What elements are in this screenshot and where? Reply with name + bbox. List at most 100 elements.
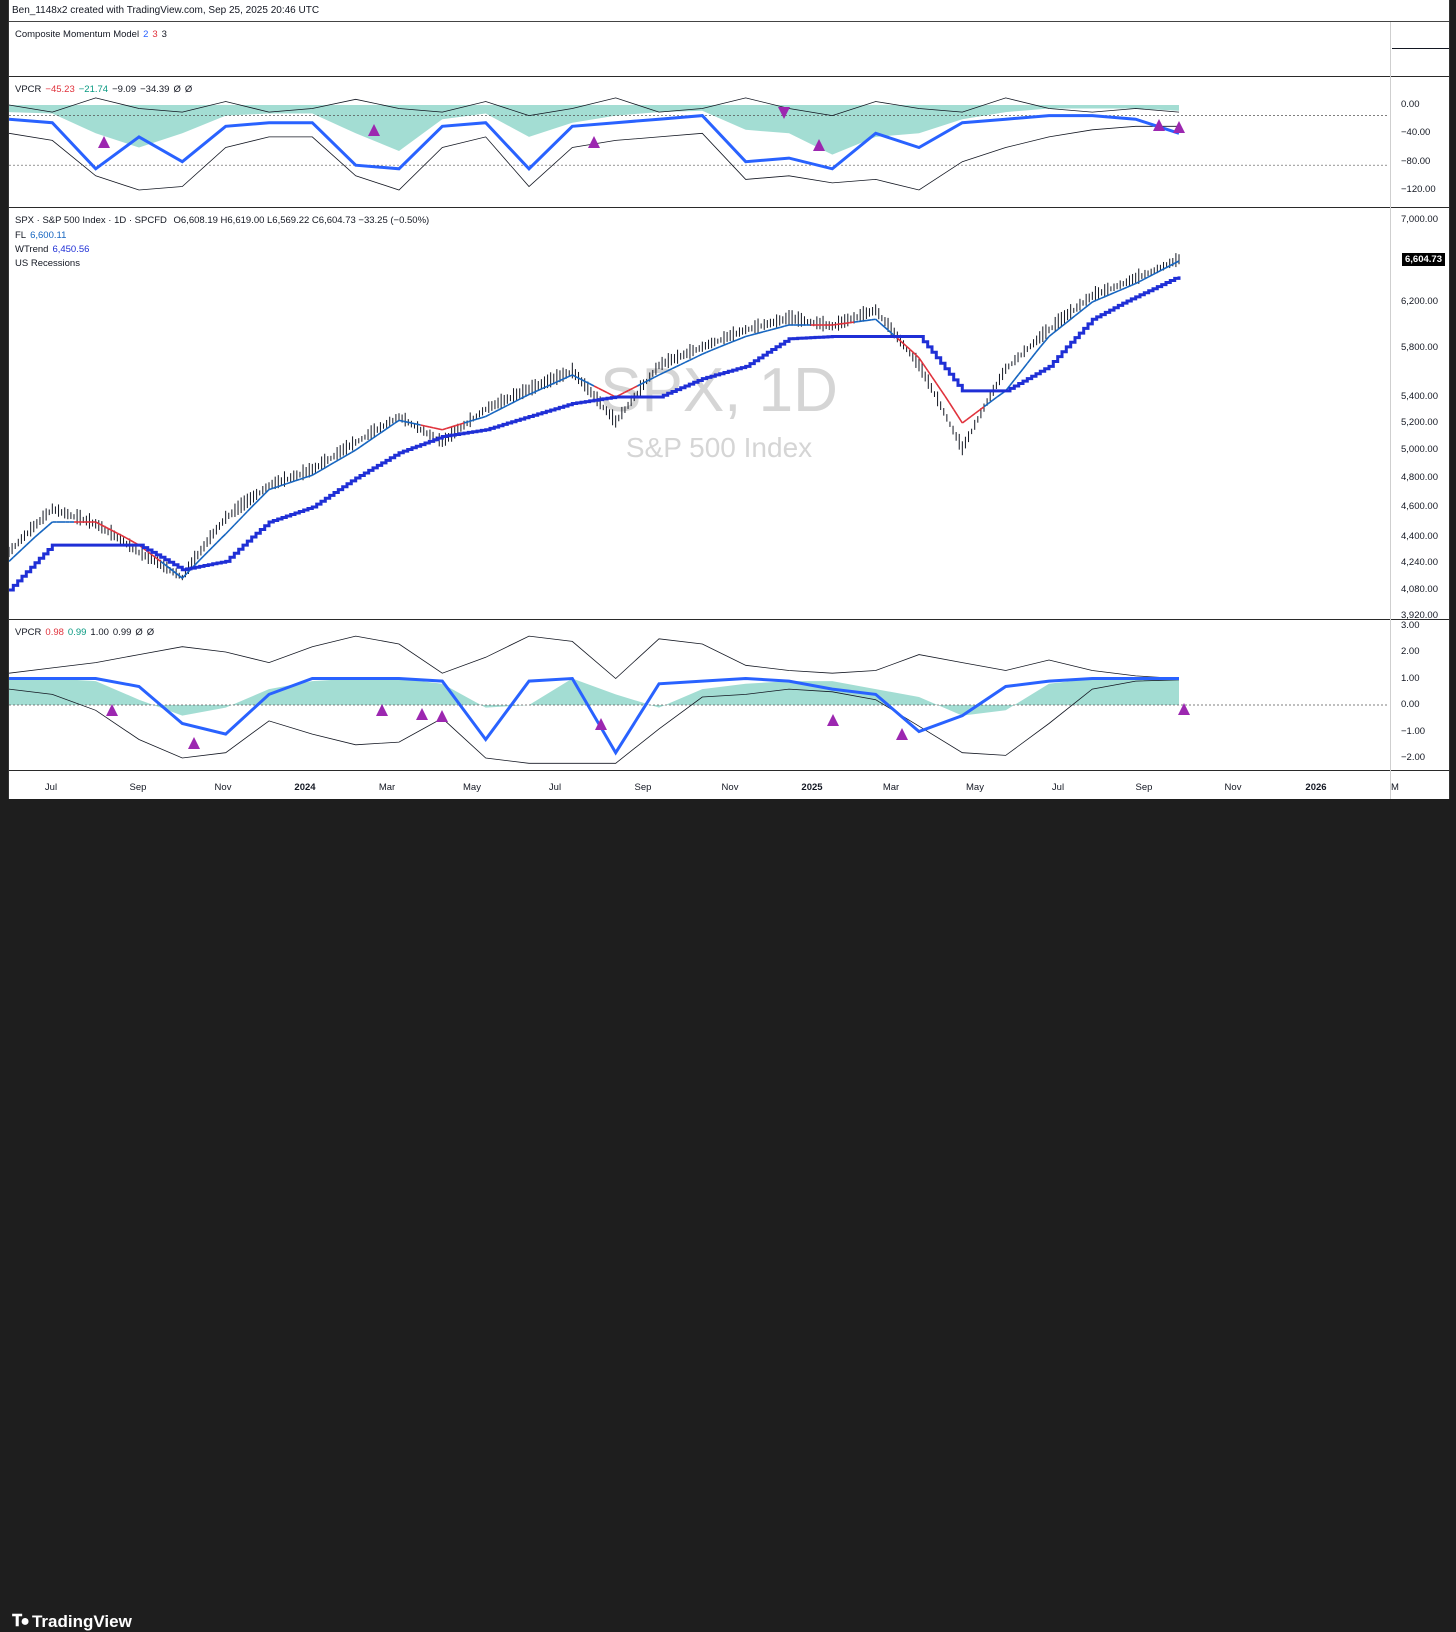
price-tick: 5,800.00 xyxy=(1401,342,1438,353)
wtrend-legend[interactable]: WTrend 6,450.56 xyxy=(15,244,93,255)
time-axis-label: Sep xyxy=(129,782,147,793)
vpcr-top-signal-marker xyxy=(368,124,380,136)
price-legend[interactable]: SPX · S&P 500 Index · 1D · SPCFD O6,608.… xyxy=(15,215,433,226)
fl-line-segment xyxy=(259,493,266,499)
fl-line-segment xyxy=(546,384,551,388)
fl-line-segment xyxy=(203,550,209,557)
tradingview-logo[interactable]: 𝐓● TradingView xyxy=(12,1612,132,1632)
fl-line-segment xyxy=(238,515,244,522)
fl-line-segment xyxy=(437,428,443,431)
fl-line-segment xyxy=(129,539,136,544)
price-tick: 4,240.00 xyxy=(1401,557,1438,568)
vpcr-bottom-v3: 0.99 xyxy=(112,627,132,638)
price-tick: 4,800.00 xyxy=(1401,472,1438,483)
fl-line-segment xyxy=(524,393,530,398)
fl-line-segment xyxy=(749,333,755,337)
fl-line-segment xyxy=(220,533,227,539)
vpcr-bottom-main-line xyxy=(9,676,1179,756)
vpcr-top-v1: −21.74 xyxy=(78,84,109,95)
cmm-legend[interactable]: Composite Momentum Model 2 3 3 xyxy=(15,29,171,40)
fl-line-segment xyxy=(17,548,23,554)
fl-line-segment xyxy=(1100,295,1106,300)
fl-line-segment xyxy=(1065,318,1072,324)
fl-line-segment xyxy=(693,355,699,360)
fl-line-segment xyxy=(1039,341,1046,348)
fl-line-segment xyxy=(914,353,920,359)
fl-line-segment xyxy=(116,532,123,537)
fl-line-segment xyxy=(1048,332,1054,338)
fl-line-segment xyxy=(723,342,729,346)
fl-line-segment xyxy=(1139,278,1145,283)
fl-line-segment xyxy=(580,378,586,383)
fl-line-segment xyxy=(1061,322,1067,327)
fl-line-segment xyxy=(346,451,352,456)
fl-line-segment xyxy=(832,323,837,326)
fl-line-segment xyxy=(303,475,309,479)
fl-line-segment xyxy=(715,346,720,350)
vpcr-top-signal-marker xyxy=(588,136,600,148)
fl-line-segment xyxy=(662,370,669,374)
fl-line-segment xyxy=(268,487,274,491)
fl-line-segment xyxy=(658,372,664,376)
vpcr-bottom-legend[interactable]: VPCR 0.98 0.99 1.00 0.99 Ø Ø xyxy=(15,627,158,638)
vpcr-bottom-v1: 0.99 xyxy=(67,627,87,638)
fl-line-segment xyxy=(654,374,660,378)
fl-line-segment xyxy=(741,335,746,339)
fl-line-segment xyxy=(845,321,850,325)
fl-line-segment xyxy=(34,532,40,538)
fl-line-segment xyxy=(606,391,612,396)
fl-line-segment xyxy=(450,424,456,428)
fl-legend[interactable]: FL 6,600.11 xyxy=(15,230,70,241)
fl-line-segment xyxy=(762,329,768,333)
time-axis-label: May xyxy=(966,782,984,793)
fl-line-segment xyxy=(1113,290,1119,294)
fl-line-segment xyxy=(649,376,656,381)
chart-canvas[interactable] xyxy=(9,0,1449,799)
vpcr-top-legend[interactable]: VPCR −45.23 −21.74 −9.09 −34.39 Ø Ø xyxy=(15,84,196,95)
vpcr-bottom-v5: Ø xyxy=(146,627,155,638)
fl-line-segment xyxy=(632,385,638,389)
time-axis-label: Mar xyxy=(882,782,900,793)
fl-line-segment xyxy=(389,422,396,427)
wtrend-label: WTrend xyxy=(15,244,49,255)
fl-line-segment xyxy=(455,423,460,427)
vpcr-bottom-signal-marker xyxy=(188,737,200,749)
price-tick: 4,080.00 xyxy=(1401,584,1438,595)
fl-line-segment xyxy=(871,318,876,321)
vpcr-bottom-tick: −2.00 xyxy=(1401,752,1426,763)
vpcr-top-signal-marker xyxy=(813,139,825,151)
fl-line-segment xyxy=(623,389,630,394)
fl-line-segment xyxy=(394,419,400,424)
fl-line-segment xyxy=(407,421,413,424)
fl-line-segment xyxy=(459,422,465,426)
fl-line-segment xyxy=(160,560,166,566)
vpcr-bottom-fill xyxy=(9,678,1179,716)
fl-line-segment xyxy=(966,415,972,421)
fl-line-segment xyxy=(931,376,937,384)
fl-line-segment xyxy=(9,556,14,562)
vpcr-bottom-tick: −1.00 xyxy=(1401,726,1426,737)
fl-line-segment xyxy=(207,546,214,552)
cmm-v1: 2 xyxy=(143,29,149,40)
fl-line-segment xyxy=(446,426,452,430)
fl-line-segment xyxy=(680,361,686,366)
fl-line-segment xyxy=(463,420,469,424)
fl-line-segment xyxy=(992,396,998,401)
fl-line-segment xyxy=(273,485,278,489)
time-axis-label: Nov xyxy=(721,782,739,793)
cmm-v2: 3 xyxy=(152,29,158,40)
fl-line-segment xyxy=(628,387,634,392)
recessions-legend[interactable]: US Recessions xyxy=(15,258,84,269)
fl-line-segment xyxy=(602,389,608,394)
fl-line-segment xyxy=(636,383,643,387)
vpcr-top-signal-marker xyxy=(1153,119,1165,131)
fl-line-segment xyxy=(1018,368,1024,375)
fl-line-segment xyxy=(533,389,538,394)
fl-line-segment xyxy=(277,484,283,488)
fl-line-segment xyxy=(177,574,183,579)
time-axis-label: 2026 xyxy=(1305,782,1327,793)
fl-line-segment xyxy=(944,395,951,404)
fl-line-segment xyxy=(255,497,261,504)
fl-line-segment xyxy=(597,387,604,392)
vpcr-top-signal-marker xyxy=(98,136,110,148)
